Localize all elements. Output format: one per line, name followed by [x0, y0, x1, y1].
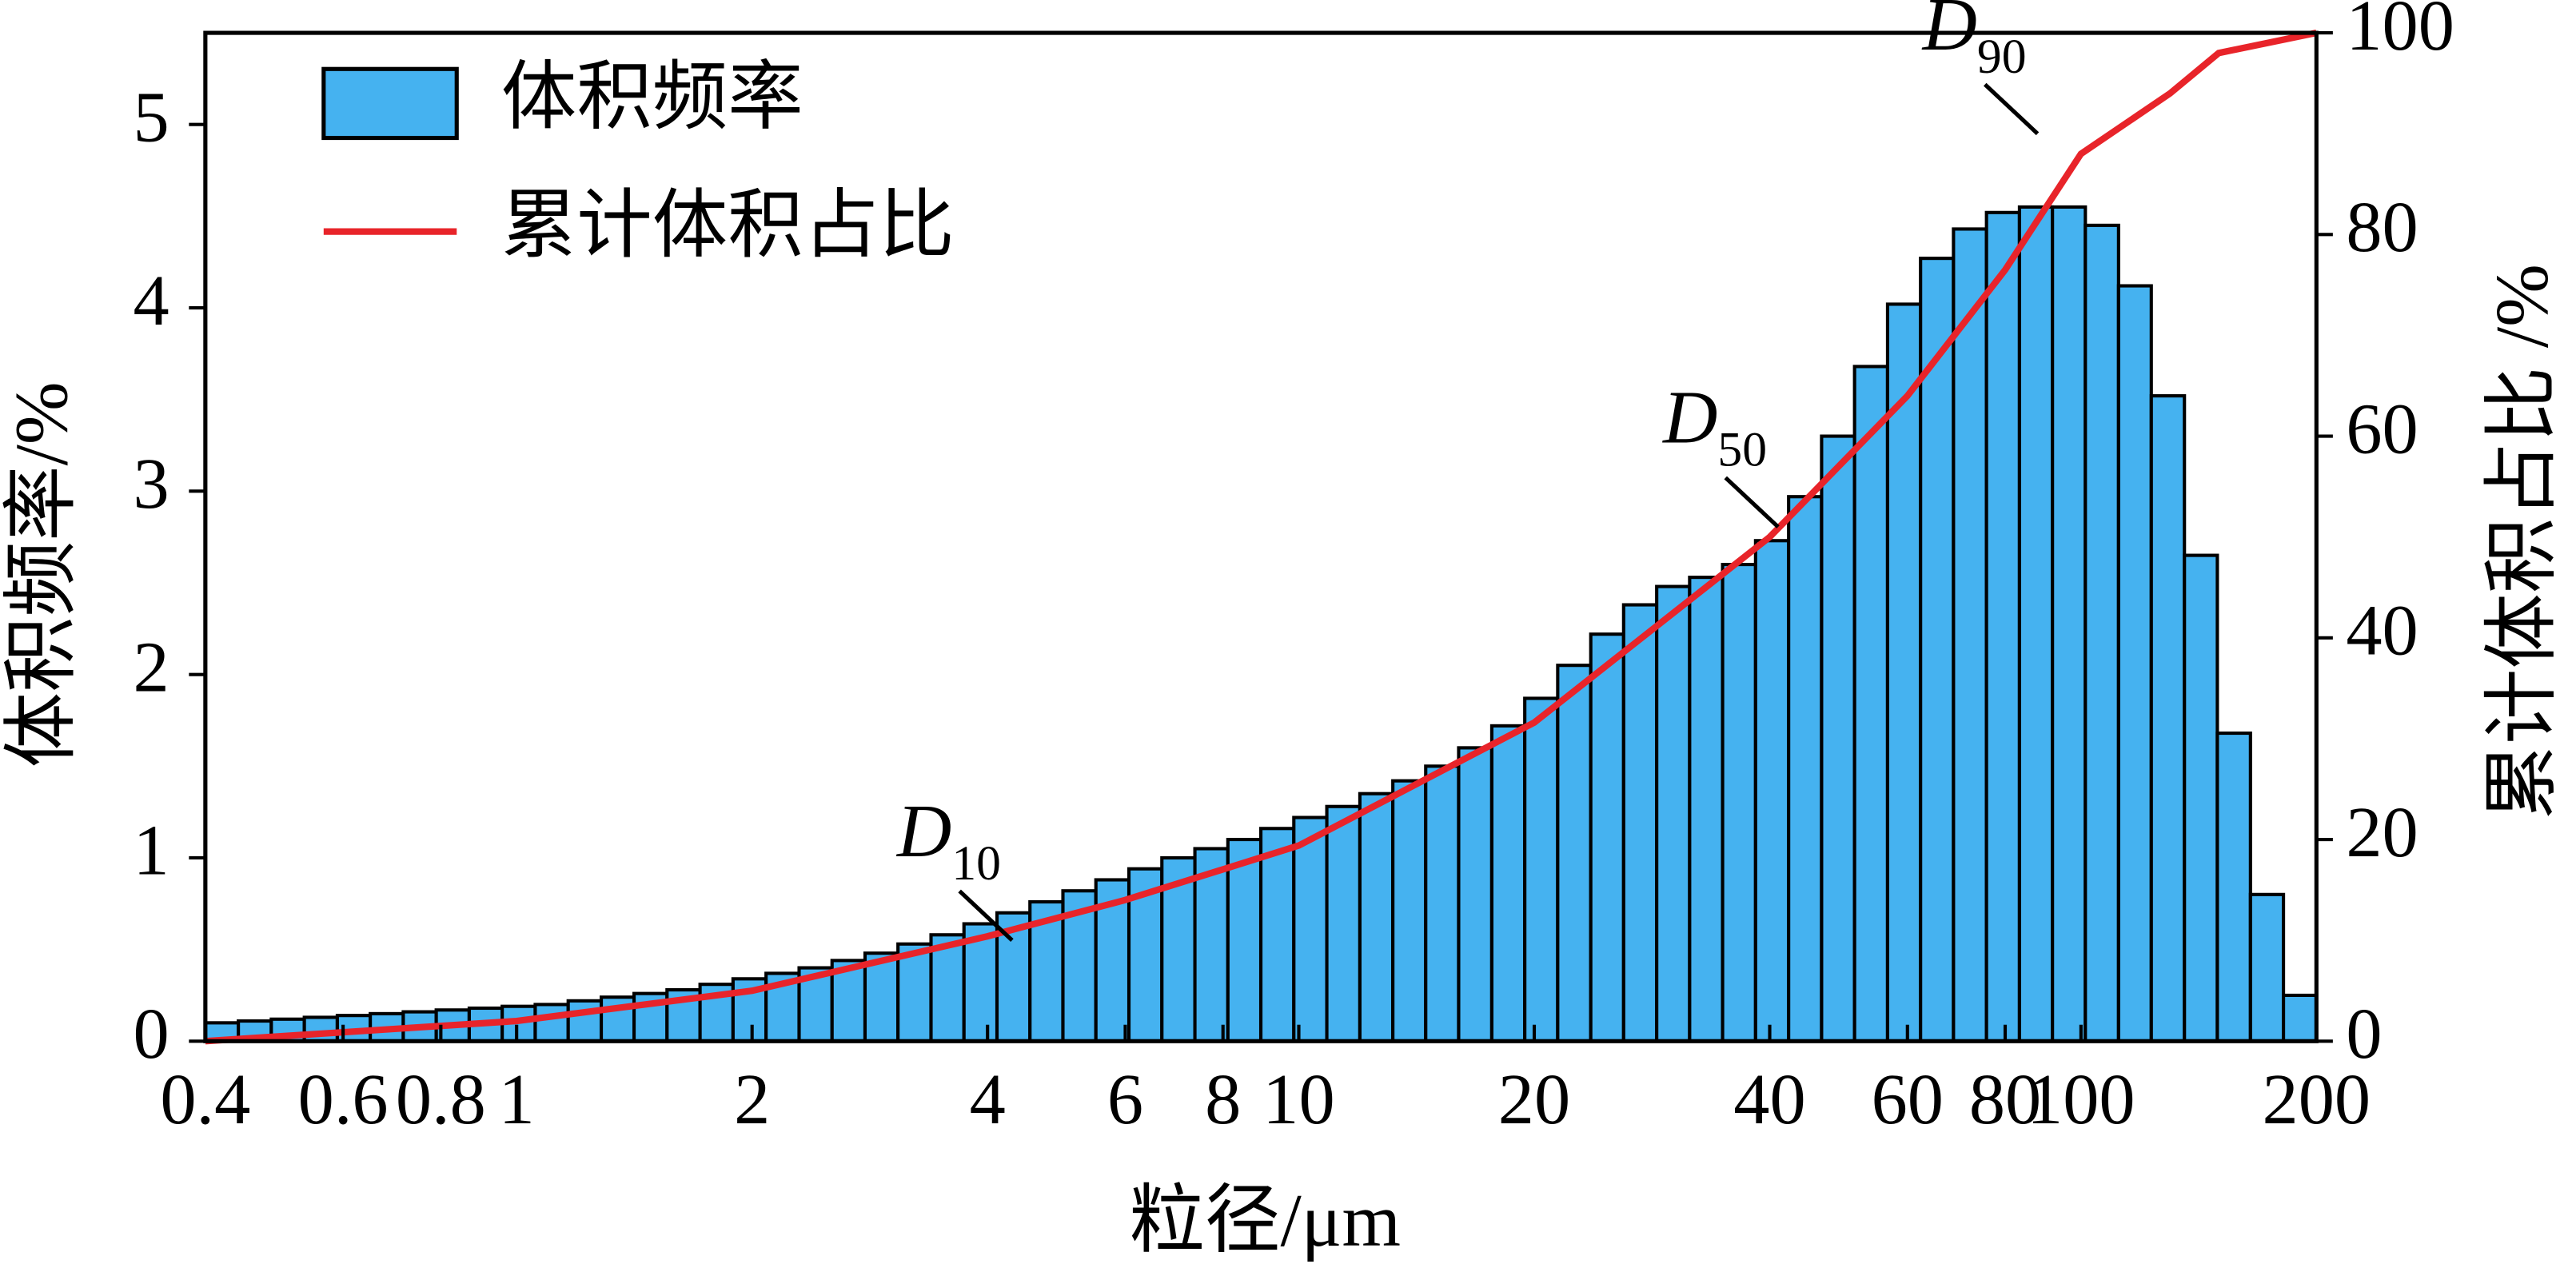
annotation-leader — [1984, 82, 2040, 136]
y-tick-label: 0 — [133, 993, 169, 1074]
bar — [2215, 731, 2252, 1043]
y-tick-label: 1 — [133, 810, 169, 891]
x-tick-label: 0.8 — [396, 1059, 486, 1139]
bar — [2183, 553, 2219, 1043]
bar — [1621, 603, 1659, 1043]
y-tick-label: 3 — [133, 443, 169, 524]
bar — [533, 1003, 570, 1043]
bar — [1952, 227, 1988, 1043]
annotation-letter: D — [1661, 376, 1717, 459]
x-tick-label: 20 — [1498, 1059, 1570, 1139]
annotation-sub: 90 — [1977, 30, 2027, 84]
y2-tick-label: 20 — [2346, 792, 2418, 872]
legend-label: 体积频率 — [501, 56, 804, 139]
bar — [1226, 837, 1263, 1043]
legend-swatch — [321, 66, 459, 141]
bar — [566, 999, 604, 1043]
bar — [1556, 664, 1593, 1043]
bar — [2116, 284, 2153, 1043]
bar — [2149, 394, 2187, 1043]
y2-tick-label: 0 — [2346, 993, 2382, 1074]
y2-tick-label: 40 — [2346, 590, 2418, 671]
x-tick-label: 60 — [1872, 1059, 1944, 1139]
bar — [1655, 584, 1692, 1043]
bar — [1753, 539, 1791, 1043]
bar — [599, 995, 636, 1043]
x-tick-label: 40 — [1733, 1059, 1805, 1139]
annotation: D90 — [1921, 0, 2027, 84]
bar — [1688, 576, 1725, 1043]
y-tick-label: 5 — [133, 76, 169, 157]
y2-tick-label: 100 — [2346, 0, 2454, 66]
cumulative-line — [205, 30, 2318, 1045]
x-tick-label: 8 — [1205, 1059, 1241, 1139]
x-tick-label: 1 — [499, 1059, 535, 1139]
annotation-leader — [958, 889, 1014, 943]
bar — [1820, 434, 1856, 1043]
y2-axis-label: 累计体积占比 /% — [2481, 264, 2564, 819]
bar — [1489, 724, 1527, 1043]
y-tick-label: 4 — [133, 260, 169, 341]
x-axis-label: 粒径/μm — [1129, 1179, 1401, 1262]
y-axis-label: 体积频率/% — [0, 381, 83, 768]
bar — [1358, 792, 1395, 1043]
bar — [1852, 365, 1889, 1043]
bar — [1325, 804, 1362, 1043]
x-tick-label: 200 — [2263, 1059, 2371, 1139]
x-tick-label: 4 — [970, 1059, 1006, 1139]
annotation-leader — [1724, 476, 1780, 528]
x-tick-label: 0.4 — [160, 1059, 250, 1139]
x-tick-label: 10 — [1262, 1059, 1334, 1139]
bar — [1589, 632, 1625, 1043]
bar — [1424, 764, 1461, 1043]
annotation-sub: 50 — [1717, 423, 1767, 477]
annotation-sub: 10 — [951, 836, 1001, 891]
legend-label: 累计体积占比 — [501, 184, 955, 267]
bar — [1391, 779, 1428, 1043]
y2-tick-label: 60 — [2346, 388, 2418, 469]
x-tick-label: 6 — [1107, 1059, 1143, 1139]
x-tick-label: 0.6 — [298, 1059, 389, 1139]
annotation-letter: D — [895, 789, 951, 872]
bar — [1457, 746, 1493, 1043]
y-tick-label: 2 — [133, 626, 169, 707]
bar — [2248, 892, 2286, 1043]
bar — [2084, 223, 2120, 1043]
bar — [2282, 993, 2319, 1043]
bar — [1787, 495, 1824, 1043]
bar — [2017, 205, 2055, 1043]
x-tick-label: 80 — [1969, 1059, 2041, 1139]
bar — [2051, 205, 2088, 1043]
bar — [1523, 696, 1560, 1043]
x-tick-label: 100 — [2027, 1059, 2135, 1139]
annotation-letter: D — [1921, 0, 1977, 66]
bar — [1292, 815, 1329, 1043]
bar — [1721, 563, 1757, 1043]
bar — [1127, 867, 1164, 1043]
plot-frame — [203, 30, 2319, 1043]
y2-tick-label: 80 — [2346, 186, 2418, 267]
bar — [896, 942, 933, 1043]
bar — [1258, 827, 1296, 1043]
x-tick-label: 2 — [734, 1059, 770, 1139]
annotation: D50 — [1661, 376, 1767, 477]
annotation: D10 — [895, 789, 1001, 890]
bar — [1984, 210, 2021, 1043]
